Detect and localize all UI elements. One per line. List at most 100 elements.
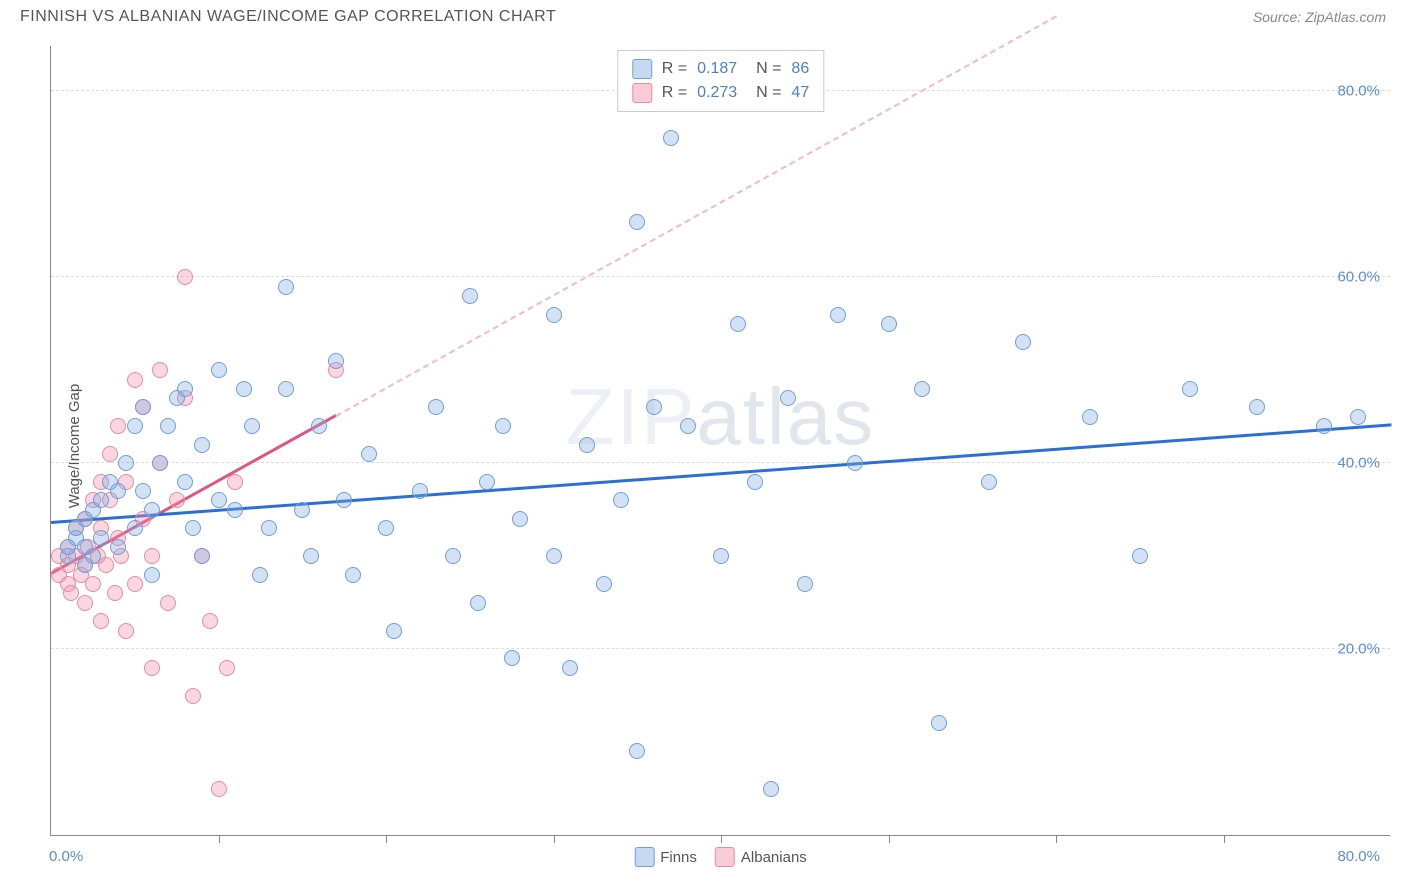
data-point-finns	[730, 316, 746, 332]
x-tick	[721, 835, 722, 843]
data-point-finns	[211, 492, 227, 508]
y-tick-label: 40.0%	[1337, 455, 1380, 472]
data-point-finns	[152, 455, 168, 471]
stats-row-finns: R = 0.187 N = 86	[632, 57, 809, 81]
data-point-finns	[236, 381, 252, 397]
data-point-albanians	[169, 492, 185, 508]
data-point-finns	[780, 390, 796, 406]
correlation-stats-box: R = 0.187 N = 86 R = 0.273 N = 47	[617, 50, 824, 112]
data-point-finns	[135, 399, 151, 415]
data-point-albanians	[144, 548, 160, 564]
n-value: 86	[791, 57, 809, 81]
x-tick	[889, 835, 890, 843]
data-point-finns	[646, 399, 662, 415]
data-point-albanians	[211, 781, 227, 797]
data-point-finns	[680, 418, 696, 434]
data-point-finns	[562, 660, 578, 676]
data-point-finns	[144, 567, 160, 583]
data-point-finns	[211, 362, 227, 378]
data-point-finns	[227, 502, 243, 518]
data-point-albanians	[118, 623, 134, 639]
y-tick-label: 80.0%	[1337, 83, 1380, 100]
x-axis-min-label: 0.0%	[49, 848, 83, 865]
data-point-finns	[579, 437, 595, 453]
data-point-finns	[1082, 409, 1098, 425]
data-point-finns	[663, 130, 679, 146]
data-point-finns	[797, 576, 813, 592]
data-point-finns	[386, 623, 402, 639]
swatch-icon	[634, 847, 654, 867]
data-point-finns	[763, 781, 779, 797]
data-point-finns	[127, 520, 143, 536]
scatter-chart: ZIPatlas R = 0.187 N = 86 R = 0.273 N = …	[50, 46, 1390, 836]
data-point-finns	[1350, 409, 1366, 425]
data-point-finns	[93, 492, 109, 508]
data-point-finns	[445, 548, 461, 564]
data-point-finns	[713, 548, 729, 564]
data-point-finns	[981, 474, 997, 490]
data-point-finns	[412, 483, 428, 499]
data-point-finns	[747, 474, 763, 490]
x-tick	[554, 835, 555, 843]
data-point-finns	[881, 316, 897, 332]
x-tick	[386, 835, 387, 843]
data-point-finns	[177, 381, 193, 397]
data-point-albanians	[102, 446, 118, 462]
r-label: R =	[662, 57, 687, 81]
swatch-icon	[632, 59, 652, 79]
chart-title: FINNISH VS ALBANIAN WAGE/INCOME GAP CORR…	[20, 8, 556, 26]
data-point-finns	[278, 279, 294, 295]
data-point-finns	[830, 307, 846, 323]
data-point-finns	[336, 492, 352, 508]
data-point-albanians	[107, 585, 123, 601]
data-point-finns	[462, 288, 478, 304]
data-point-albanians	[227, 474, 243, 490]
x-tick	[219, 835, 220, 843]
data-point-finns	[244, 418, 260, 434]
data-point-finns	[931, 715, 947, 731]
data-point-finns	[278, 381, 294, 397]
data-point-finns	[135, 483, 151, 499]
r-value: 0.187	[697, 57, 737, 81]
data-point-finns	[546, 307, 562, 323]
data-point-finns	[596, 576, 612, 592]
data-point-finns	[512, 511, 528, 527]
data-point-finns	[185, 520, 201, 536]
data-point-finns	[504, 650, 520, 666]
r-value: 0.273	[697, 81, 737, 105]
data-point-albanians	[127, 576, 143, 592]
data-point-finns	[177, 474, 193, 490]
data-point-finns	[345, 567, 361, 583]
trend-line	[51, 424, 1391, 524]
y-tick-label: 20.0%	[1337, 641, 1380, 658]
data-point-finns	[629, 743, 645, 759]
data-point-albanians	[127, 372, 143, 388]
data-point-finns	[378, 520, 394, 536]
data-point-albanians	[110, 418, 126, 434]
data-point-finns	[261, 520, 277, 536]
watermark-text: ZIPatlas	[566, 371, 875, 463]
data-point-albanians	[160, 595, 176, 611]
gridline	[51, 276, 1390, 277]
data-point-finns	[479, 474, 495, 490]
data-point-finns	[1316, 418, 1332, 434]
data-point-finns	[1132, 548, 1148, 564]
data-point-finns	[194, 437, 210, 453]
y-tick-label: 60.0%	[1337, 269, 1380, 286]
data-point-finns	[311, 418, 327, 434]
n-label: N =	[747, 57, 781, 81]
data-point-albanians	[152, 362, 168, 378]
data-point-finns	[629, 214, 645, 230]
data-point-albanians	[144, 660, 160, 676]
data-point-finns	[252, 567, 268, 583]
data-point-finns	[93, 530, 109, 546]
data-point-albanians	[185, 688, 201, 704]
swatch-icon	[715, 847, 735, 867]
n-value: 47	[791, 81, 809, 105]
data-point-albanians	[98, 557, 114, 573]
data-point-finns	[1249, 399, 1265, 415]
legend-label: Finns	[660, 849, 697, 866]
data-point-finns	[328, 353, 344, 369]
data-point-finns	[361, 446, 377, 462]
data-point-finns	[118, 455, 134, 471]
